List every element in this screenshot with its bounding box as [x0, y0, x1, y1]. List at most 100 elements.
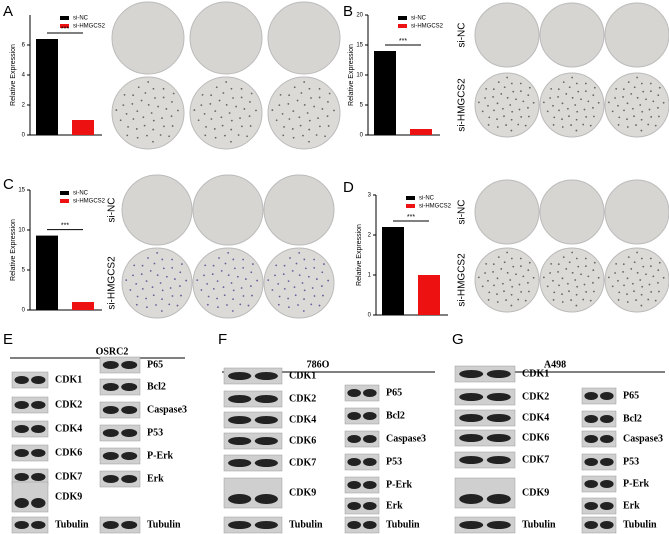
colony	[230, 282, 233, 284]
colony	[571, 251, 574, 254]
y-tick-label: 6	[22, 43, 26, 49]
legend-label: si-NC	[73, 16, 89, 22]
blot-band	[584, 435, 598, 443]
blot-strip	[99, 401, 141, 419]
colony	[640, 257, 643, 260]
colony	[524, 124, 527, 127]
colony	[642, 90, 645, 93]
legend-swatch	[60, 24, 69, 28]
blot-label: P53	[623, 456, 639, 467]
colony	[129, 289, 132, 291]
blot-label: CDK7	[289, 457, 316, 468]
colony	[145, 297, 147, 300]
colony	[636, 271, 639, 274]
colony	[496, 126, 499, 128]
colony	[561, 301, 564, 303]
colony	[210, 118, 213, 120]
colony	[179, 271, 182, 274]
colony	[645, 273, 647, 276]
colony	[210, 94, 213, 97]
blot-label: P65	[386, 387, 402, 398]
colony	[250, 92, 253, 95]
colony	[161, 258, 164, 261]
colony	[301, 282, 304, 284]
blot-band	[31, 425, 46, 433]
blot-label: Bcl2	[147, 381, 166, 392]
colony	[509, 104, 512, 106]
colony	[542, 101, 545, 104]
colony	[246, 135, 248, 138]
colony	[519, 90, 522, 93]
colony	[546, 110, 549, 113]
colony	[244, 278, 247, 280]
colony	[657, 94, 660, 97]
colony	[165, 275, 168, 278]
colony	[328, 92, 331, 95]
colony	[617, 299, 620, 301]
colony	[635, 299, 637, 301]
blot-band	[228, 437, 252, 445]
blot-band	[31, 449, 46, 457]
colony	[575, 293, 578, 296]
colony	[252, 263, 254, 265]
colony	[546, 285, 549, 288]
colony	[630, 93, 633, 95]
blot-strip	[99, 470, 141, 488]
colony	[503, 290, 505, 293]
colony	[205, 125, 207, 128]
colony	[506, 251, 509, 254]
colony	[221, 124, 224, 127]
plate	[539, 2, 605, 68]
colony	[582, 123, 585, 126]
colony	[503, 261, 506, 264]
colony	[631, 282, 634, 285]
colony	[640, 304, 643, 307]
colony	[282, 273, 285, 276]
colony	[520, 116, 523, 118]
colony	[277, 282, 280, 285]
blot-band	[102, 452, 119, 460]
blot-strip	[223, 477, 283, 509]
blot-label: Erk	[386, 500, 403, 511]
blot-label: CDK4	[289, 414, 316, 425]
colony	[283, 125, 285, 128]
colony	[520, 291, 523, 293]
colony	[313, 295, 316, 297]
colony	[156, 252, 159, 254]
colony	[492, 271, 494, 273]
colony	[310, 303, 313, 306]
colony	[298, 252, 301, 254]
colony	[587, 100, 590, 103]
y-axis-label: Relative Expression	[10, 44, 17, 106]
blot-label: Caspase3	[147, 404, 187, 415]
blot-label: Tubulin	[55, 519, 89, 530]
colony	[239, 303, 242, 306]
colony	[561, 102, 564, 105]
colony	[295, 262, 298, 265]
colony	[510, 129, 513, 132]
colony	[561, 277, 564, 280]
blot-strip	[454, 409, 516, 427]
colony	[249, 125, 252, 127]
colony	[282, 134, 285, 137]
colony	[251, 294, 253, 297]
legend-label: si-NC	[419, 196, 435, 202]
plate	[604, 2, 669, 68]
colony	[527, 115, 530, 118]
blot-label: P53	[147, 427, 163, 438]
colony	[584, 82, 587, 85]
blot-band	[228, 521, 252, 529]
colony	[178, 285, 181, 287]
colony	[135, 303, 138, 306]
blot-band	[31, 473, 46, 481]
colony	[527, 106, 529, 109]
blot-band	[584, 480, 598, 488]
colony	[553, 116, 556, 119]
colony	[575, 257, 578, 260]
colony	[127, 125, 129, 128]
colony	[511, 110, 514, 113]
blot-strip	[99, 356, 141, 374]
colony	[633, 86, 636, 89]
colony	[481, 110, 484, 113]
blot-label: Caspase3	[623, 433, 663, 444]
